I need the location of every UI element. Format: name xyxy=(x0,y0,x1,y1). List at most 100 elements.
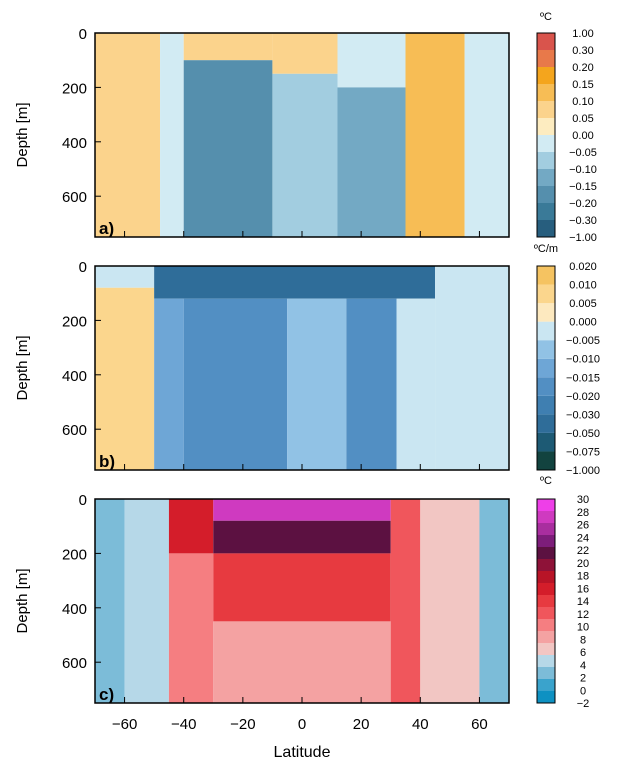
panel-a-colorbar-swatch xyxy=(537,101,555,118)
panel-c-colorbar-swatch xyxy=(537,535,555,547)
panel-a-ylabel: Depth [m] xyxy=(14,102,31,167)
panel-a-colorbar-swatch xyxy=(537,84,555,101)
panel-c-cell-2 xyxy=(168,499,214,554)
panel-b-cell-5 xyxy=(287,298,347,470)
panel-c-colorbar-label: −2 xyxy=(577,698,590,710)
panel-c-colorbar-swatch xyxy=(537,511,555,523)
panel-b-cell-3 xyxy=(154,298,184,470)
panel-a-colorbar-label: −0.30 xyxy=(569,215,597,227)
panel-b-ytick-label: 400 xyxy=(62,368,87,385)
panel-a-colorbar-swatch xyxy=(537,33,555,50)
panel-a-colorbar-label: 0.10 xyxy=(572,96,593,108)
panel-a-ytick-label: 600 xyxy=(62,189,87,206)
panel-b-colorbar-swatch xyxy=(537,358,555,378)
panel-a-colorbar-swatch xyxy=(537,220,555,237)
panel-b-colorbar-swatch xyxy=(537,284,555,304)
panel-b-colorbar-swatch xyxy=(537,395,555,415)
panel-c-cell-1 xyxy=(124,499,169,703)
panel-c-colorbar-swatch xyxy=(537,607,555,619)
panel-c-xtick-label: −20 xyxy=(230,716,255,733)
panel-a-colorbar-label: 0.20 xyxy=(572,62,593,74)
panel-b-cell-2 xyxy=(154,266,436,299)
panel-b-colorbar-label: −0.015 xyxy=(566,372,600,384)
panel-c-colorbar-label: 2 xyxy=(580,673,586,685)
panel-a-ytick-label: 200 xyxy=(62,80,87,97)
panel-c-colorbar-label: 6 xyxy=(580,647,586,659)
panel-c-colorbar-label: 28 xyxy=(577,507,589,519)
panel-c-colorbar-label: 30 xyxy=(577,494,589,506)
panel-a-colorbar-frame xyxy=(536,32,556,238)
panel-a-colorbar-label: 0.15 xyxy=(572,79,593,91)
x-axis-label: Latitude xyxy=(274,744,331,761)
panel-b-colorbar-label: 0.005 xyxy=(569,298,597,310)
panel-c-colorbar-swatch xyxy=(537,631,555,643)
panel-b-yticks: 0 200 400 600 xyxy=(62,259,101,439)
panel-b-colorbar-swatch xyxy=(537,377,555,396)
panel-c-colorbar-swatch xyxy=(537,559,555,571)
panel-c-ylabel: Depth [m] xyxy=(14,568,31,633)
panel-c-colorbar-swatch xyxy=(537,547,555,559)
panel-b-colorbar-label: 0.010 xyxy=(569,280,597,292)
panel-b-colorbar-swatch xyxy=(537,303,555,322)
panel-c-cell-0 xyxy=(95,499,125,703)
panel-b-colorbar-swatch xyxy=(537,432,555,452)
panel-c-ytick-label: 400 xyxy=(62,601,87,618)
panel-c-colorbar-label: 14 xyxy=(577,596,589,608)
panel-b-colorbar-swatch xyxy=(537,414,555,433)
panel-a-cell-1 xyxy=(160,33,184,237)
panel-b-colorbar: 0.020 0.010 0.005 0.000 −0.005 −0.010 −0.015 −0… xyxy=(536,261,600,477)
panel-c-colorbar-swatch xyxy=(537,499,555,511)
panel-b-colorbar-swatch xyxy=(537,321,555,341)
panel-b-label: b) xyxy=(99,452,115,471)
panel-b-ytick-label: 0 xyxy=(79,259,87,276)
panel-a-yticks: 0 200 400 600 xyxy=(62,26,101,206)
panel-c-xtick-label: −40 xyxy=(171,716,196,733)
panel-a-ytick-label: 0 xyxy=(79,26,87,43)
panel-c-ytick-label: 200 xyxy=(62,546,87,563)
panel-a-colorbar-swatch xyxy=(537,152,555,169)
panel-b-ytick-label: 200 xyxy=(62,313,87,330)
panel-c-colorbar-label: 16 xyxy=(577,583,589,595)
panel-a-colorbar-swatch xyxy=(537,50,555,67)
panel-b-colorbar-unit: ºC/m xyxy=(534,243,558,255)
panel-c-colorbar-swatch xyxy=(537,655,555,667)
panel-a-colorbar-swatch xyxy=(537,67,555,84)
panel-b-colorbar-label: −0.010 xyxy=(566,354,600,366)
panel-c-cell-8 xyxy=(390,499,421,703)
panel-c-xtick-label: 20 xyxy=(353,716,370,733)
panel-c-colorbar-label: 10 xyxy=(577,622,589,634)
panel-a-colorbar-swatch xyxy=(537,118,555,135)
panel-c-cell-10 xyxy=(479,499,509,703)
panel-a-colorbar-swatch xyxy=(537,186,555,203)
panel-c-colorbar-label: 8 xyxy=(580,634,586,646)
panel-a-colorbar-label: 0.00 xyxy=(572,130,593,142)
panel-a-colorbar: 1.00 0.30 0.20 0.15 0.10 0.05 0.00 −0.05 −0.10 −0… xyxy=(536,28,597,244)
panel-a-colorbar-swatch xyxy=(537,135,555,152)
panel-a-colorbar-label: 1.00 xyxy=(572,28,593,40)
panel-c-yticks: 0 200 400 600 xyxy=(62,492,101,672)
panel-c-cell-7 xyxy=(213,621,391,703)
panel-c-colorbar-label: 20 xyxy=(577,558,589,570)
panel-c-colorbar-swatch xyxy=(537,523,555,535)
panel-b-colorbar-label: −0.005 xyxy=(566,335,600,347)
panel-b-cell-1 xyxy=(95,287,155,470)
panel-b-colorbar-label: −1.000 xyxy=(566,465,600,477)
panel-a-colorbar-label: 0.05 xyxy=(572,113,593,125)
panel-c-colorbar-label: 22 xyxy=(577,545,589,557)
panel-c-ytick-label: 600 xyxy=(62,655,87,672)
panel-c-cell-6 xyxy=(213,553,391,622)
panel-a-cell-2 xyxy=(183,33,273,61)
panel-c-colorbar-swatch xyxy=(537,643,555,655)
panel-c-colorbar-label: 18 xyxy=(577,571,589,583)
panel-a-cell-9 xyxy=(464,33,509,237)
panel-c-colorbar-swatch xyxy=(537,691,555,703)
panel-a-colorbar-label: −0.15 xyxy=(569,181,597,193)
panel-b-cell-4 xyxy=(183,298,288,470)
panel-a-cell-8 xyxy=(405,33,465,237)
panel-c-cell-3 xyxy=(168,553,214,703)
panel-c-cell-9 xyxy=(420,499,480,703)
panel-a-colorbar-swatch xyxy=(537,169,555,186)
